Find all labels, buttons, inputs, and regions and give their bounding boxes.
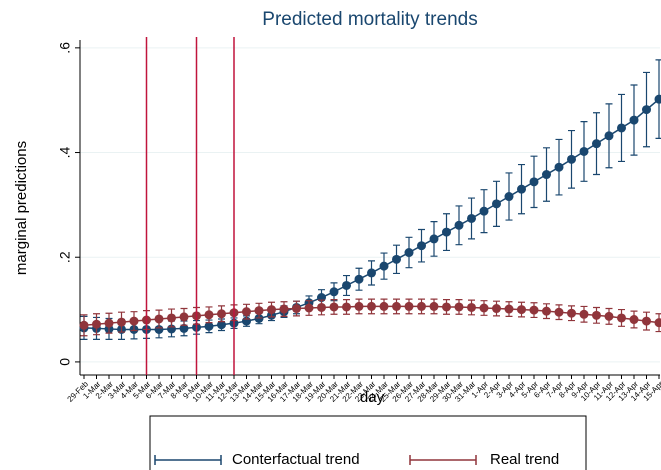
point bbox=[504, 304, 514, 314]
point bbox=[204, 310, 214, 320]
legend-label: Real trend bbox=[490, 451, 559, 468]
point bbox=[217, 309, 226, 319]
point bbox=[554, 307, 564, 317]
point bbox=[329, 302, 339, 312]
point bbox=[329, 287, 339, 297]
point bbox=[529, 305, 539, 315]
point bbox=[642, 105, 651, 115]
point bbox=[367, 268, 376, 278]
chart-title: Predicted mortality trends bbox=[262, 9, 477, 30]
point bbox=[517, 305, 526, 315]
point bbox=[167, 313, 176, 323]
point bbox=[379, 261, 389, 271]
point bbox=[92, 319, 101, 329]
point bbox=[354, 274, 364, 284]
point bbox=[642, 316, 651, 326]
point bbox=[467, 213, 476, 223]
point bbox=[404, 301, 414, 311]
point bbox=[154, 324, 164, 334]
point bbox=[454, 220, 464, 230]
point bbox=[117, 317, 126, 327]
y-tick-label: .2 bbox=[57, 251, 73, 263]
point bbox=[154, 314, 164, 324]
point bbox=[392, 301, 401, 311]
point bbox=[179, 323, 189, 333]
point bbox=[654, 94, 661, 104]
point bbox=[479, 303, 489, 313]
point bbox=[617, 313, 626, 323]
point bbox=[542, 170, 551, 180]
y-tick-label: .6 bbox=[57, 42, 73, 54]
point bbox=[342, 280, 351, 290]
point bbox=[604, 131, 614, 141]
point bbox=[304, 303, 314, 313]
point bbox=[504, 192, 514, 202]
point bbox=[179, 312, 189, 322]
point bbox=[604, 311, 614, 321]
point bbox=[467, 302, 476, 312]
point bbox=[554, 162, 564, 172]
point bbox=[479, 206, 489, 216]
point bbox=[379, 301, 389, 311]
point bbox=[404, 248, 414, 258]
point bbox=[529, 177, 539, 187]
point bbox=[129, 316, 139, 326]
legend-swatch bbox=[154, 455, 222, 465]
point bbox=[317, 302, 326, 312]
point bbox=[279, 304, 289, 314]
point bbox=[442, 227, 451, 237]
point bbox=[217, 320, 226, 330]
point bbox=[267, 305, 276, 315]
point bbox=[592, 139, 601, 149]
point bbox=[104, 318, 114, 328]
point bbox=[254, 306, 264, 316]
point bbox=[517, 184, 526, 194]
point bbox=[579, 146, 589, 156]
point bbox=[442, 302, 451, 312]
point bbox=[579, 309, 589, 319]
y-tick-label: 0 bbox=[57, 358, 73, 366]
point bbox=[454, 302, 464, 312]
point bbox=[342, 302, 351, 312]
y-tick-label: .4 bbox=[57, 146, 73, 158]
point bbox=[204, 321, 214, 331]
y-axis-label: marginal predictions bbox=[13, 141, 30, 275]
point bbox=[429, 234, 439, 244]
point bbox=[392, 254, 401, 264]
point bbox=[417, 241, 426, 251]
point bbox=[542, 306, 551, 316]
point bbox=[417, 301, 426, 311]
point bbox=[629, 315, 639, 325]
point bbox=[354, 301, 364, 311]
point bbox=[492, 199, 501, 209]
point bbox=[367, 301, 376, 311]
legend-box bbox=[149, 415, 587, 470]
point bbox=[654, 318, 661, 328]
point bbox=[567, 154, 576, 164]
legend-label: Conterfactual trend bbox=[232, 451, 360, 468]
point bbox=[492, 304, 501, 314]
point bbox=[629, 115, 639, 125]
point bbox=[429, 301, 439, 311]
series-line bbox=[83, 98, 660, 331]
point bbox=[617, 123, 626, 133]
point bbox=[292, 304, 301, 314]
point bbox=[567, 308, 576, 318]
x-axis-label: day bbox=[360, 389, 385, 406]
point bbox=[79, 320, 89, 330]
legend-swatch bbox=[409, 455, 477, 465]
point bbox=[592, 310, 601, 320]
point bbox=[242, 307, 251, 317]
